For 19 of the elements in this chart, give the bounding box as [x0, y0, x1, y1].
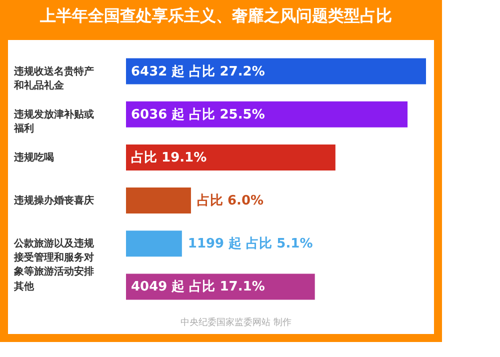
bar	[126, 230, 182, 257]
y-tick-label: 违规操办婚丧喜庆	[13, 194, 94, 207]
y-tick-label: 违规吃喝	[13, 151, 54, 164]
y-tick-label: 其他	[13, 280, 35, 293]
bar	[126, 101, 408, 128]
y-tick-label: 公款旅游以及违规接受管理和服务对象等旅游活动安排	[13, 238, 95, 278]
data-label: 6036 起 占比 25.5%	[131, 107, 265, 122]
chart-title: 上半年全国查处享乐主义、奢靡之风问题类型占比	[39, 6, 392, 25]
data-label: 6432 起 占比 27.2%	[131, 64, 265, 80]
bar	[126, 144, 336, 170]
data-label: 1199 起 占比 5.1%	[188, 236, 313, 252]
data-label: 占比 6.0%	[196, 194, 264, 209]
bar	[126, 58, 426, 84]
data-label: 占比 19.1%	[131, 150, 207, 166]
data-label: 4049 起 占比 17.1%	[131, 280, 265, 295]
y-tick-label: 违规收送名贵特产和礼品礼金	[13, 65, 94, 92]
text: 中央纪委国家监委网站 制作	[180, 317, 292, 328]
y-tick-label: 违规发放津补贴或福利	[13, 108, 94, 134]
bar	[126, 188, 191, 214]
